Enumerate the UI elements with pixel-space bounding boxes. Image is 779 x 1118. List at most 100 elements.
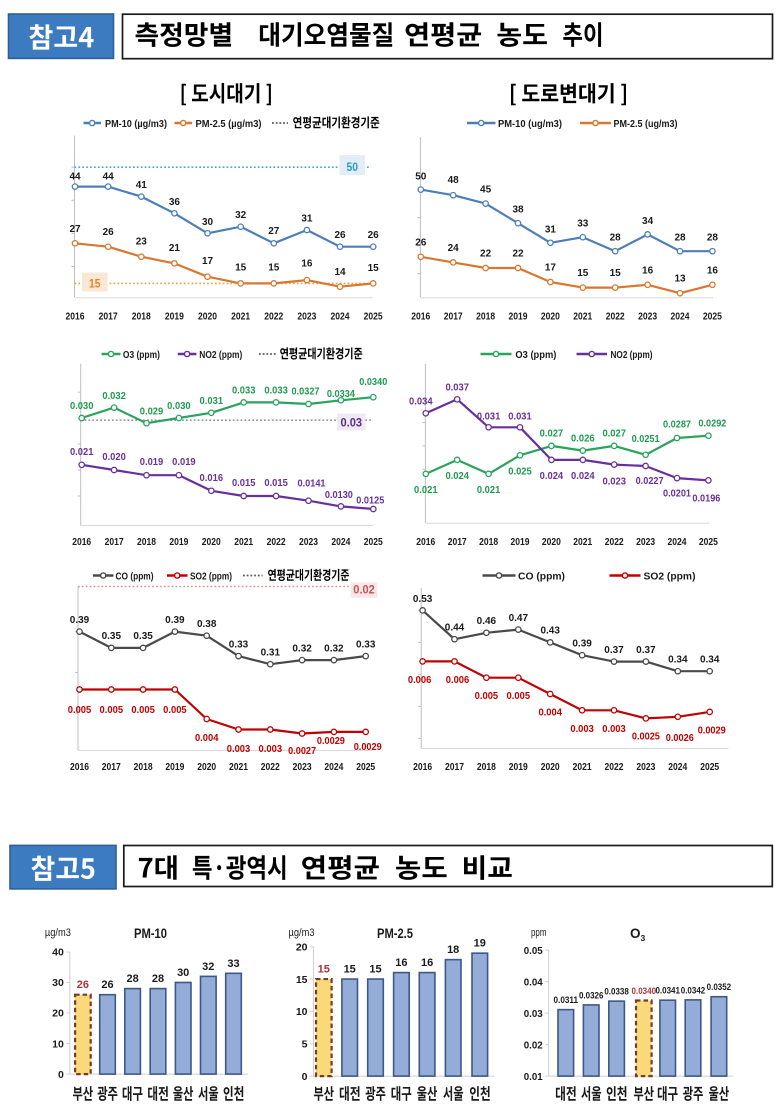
svg-text:0.0025: 0.0025 (632, 731, 660, 742)
svg-text:0.005: 0.005 (131, 705, 155, 716)
svg-text:0.35: 0.35 (133, 631, 153, 642)
svg-text:0.031: 0.031 (477, 411, 501, 422)
svg-text:31: 31 (301, 213, 313, 224)
svg-text:2018: 2018 (137, 537, 156, 548)
svg-text:15: 15 (318, 964, 330, 976)
svg-text:2022: 2022 (267, 537, 286, 548)
svg-text:0.0341: 0.0341 (655, 986, 680, 997)
svg-text:33: 33 (227, 958, 239, 970)
svg-text:2023: 2023 (297, 311, 316, 322)
svg-text:2021: 2021 (229, 762, 248, 773)
svg-text:0.0292: 0.0292 (698, 418, 726, 429)
svg-text:15: 15 (368, 263, 380, 274)
svg-text:0.0338: 0.0338 (604, 987, 629, 998)
svg-text:0.04: 0.04 (524, 976, 543, 988)
svg-text:0.0029: 0.0029 (317, 736, 345, 747)
svg-text:0.030: 0.030 (70, 401, 94, 412)
svg-text:2025: 2025 (700, 762, 719, 773)
svg-text:15: 15 (268, 262, 280, 273)
svg-text:2021: 2021 (234, 537, 253, 548)
svg-text:34: 34 (642, 216, 654, 227)
svg-text:44: 44 (69, 172, 81, 183)
svg-text:NO2 (ppm): NO2 (ppm) (199, 349, 242, 361)
svg-text:0.021: 0.021 (70, 447, 94, 458)
svg-text:2018: 2018 (477, 762, 496, 773)
svg-text:0.02: 0.02 (524, 1039, 543, 1051)
svg-text:26: 26 (101, 979, 113, 991)
svg-text:2021: 2021 (573, 311, 592, 322)
svg-text:17: 17 (202, 256, 214, 267)
svg-text:0.005: 0.005 (68, 705, 92, 716)
svg-text:28: 28 (610, 233, 622, 244)
svg-text:PM-10: PM-10 (134, 926, 167, 941)
svg-text:0.016: 0.016 (200, 473, 224, 484)
svg-text:22: 22 (512, 249, 524, 260)
svg-text:0.005: 0.005 (475, 691, 499, 702)
svg-text:0.015: 0.015 (232, 478, 256, 489)
svg-text:0.023: 0.023 (602, 477, 626, 488)
svg-text:0.0334: 0.0334 (327, 389, 355, 400)
svg-text:0.024: 0.024 (540, 471, 564, 482)
svg-text:27: 27 (69, 224, 81, 235)
svg-text:0.037: 0.037 (445, 382, 469, 393)
svg-text:SO2 (ppm): SO2 (ppm) (644, 571, 696, 583)
svg-text:2021: 2021 (573, 762, 592, 773)
svg-text:0.021: 0.021 (414, 485, 438, 496)
svg-text:0.027: 0.027 (602, 429, 626, 440)
svg-text:32: 32 (235, 210, 247, 221)
svg-text:13: 13 (674, 274, 686, 285)
svg-text:2025: 2025 (699, 537, 718, 548)
svg-text:2019: 2019 (169, 537, 188, 548)
svg-text:0.005: 0.005 (507, 691, 531, 702)
svg-text:2018: 2018 (479, 537, 498, 548)
svg-text:0.47: 0.47 (509, 613, 529, 624)
svg-text:0.0029: 0.0029 (354, 742, 382, 753)
svg-text:0.05: 0.05 (524, 945, 543, 957)
svg-text:3: 3 (641, 933, 646, 943)
svg-text:O3 (ppm): O3 (ppm) (123, 349, 160, 361)
svg-text:0.0352: 0.0352 (707, 982, 732, 993)
svg-text:15: 15 (235, 262, 247, 273)
svg-text:15: 15 (89, 278, 101, 290)
svg-text:31: 31 (545, 224, 557, 235)
svg-text:0.030: 0.030 (167, 401, 191, 412)
svg-text:0.0251: 0.0251 (632, 434, 660, 445)
svg-text:2024: 2024 (331, 537, 350, 548)
svg-text:0.46: 0.46 (477, 616, 497, 627)
svg-text:0.37: 0.37 (604, 645, 624, 656)
svg-text:2018: 2018 (132, 311, 151, 322)
svg-text:2020: 2020 (202, 537, 221, 548)
svg-text:0.005: 0.005 (100, 705, 124, 716)
svg-text:27: 27 (268, 226, 280, 237)
svg-text:0.029: 0.029 (140, 406, 164, 417)
svg-text:0.0201: 0.0201 (663, 489, 691, 500)
svg-text:50: 50 (347, 162, 359, 174)
svg-text:2016: 2016 (72, 537, 91, 548)
svg-text:0.034: 0.034 (409, 396, 433, 407)
svg-text:2025: 2025 (703, 311, 722, 322)
svg-text:2023: 2023 (293, 762, 312, 773)
svg-text:2019: 2019 (509, 311, 528, 322)
svg-text:2025: 2025 (364, 311, 383, 322)
svg-text:16: 16 (421, 957, 433, 969)
svg-text:2016: 2016 (416, 537, 435, 548)
svg-text:10: 10 (52, 1038, 64, 1050)
svg-text:40: 40 (52, 947, 64, 959)
svg-text:15: 15 (610, 268, 622, 279)
svg-text:30: 30 (202, 217, 214, 228)
svg-text:33: 33 (577, 219, 589, 230)
svg-text:20: 20 (52, 1008, 64, 1020)
svg-text:0.03: 0.03 (341, 417, 363, 429)
svg-text:23: 23 (136, 237, 148, 248)
svg-text:0.003: 0.003 (570, 724, 594, 735)
svg-text:0.024: 0.024 (571, 471, 595, 482)
svg-text:ppm: ppm (531, 927, 547, 939)
svg-text:0.02: 0.02 (353, 585, 375, 597)
svg-text:0.43: 0.43 (540, 626, 560, 637)
svg-text:45: 45 (480, 185, 492, 196)
svg-text:0.35: 0.35 (102, 631, 122, 642)
svg-text:26: 26 (77, 979, 89, 991)
svg-text:2025: 2025 (364, 537, 383, 548)
svg-text:2017: 2017 (444, 311, 463, 322)
svg-text:2023: 2023 (638, 311, 657, 322)
